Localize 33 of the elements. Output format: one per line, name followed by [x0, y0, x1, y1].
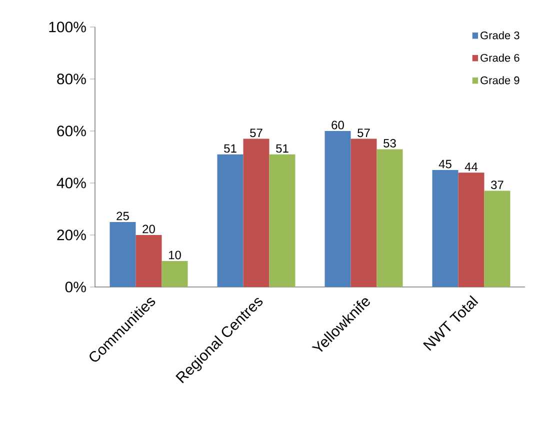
- data-label: 45: [438, 160, 452, 168]
- bar: [324, 130, 351, 287]
- y-tick-label: 80%: [57, 74, 86, 84]
- bar: [458, 172, 484, 287]
- bar: [269, 154, 296, 287]
- data-label: 37: [491, 180, 504, 190]
- data-label: 53: [384, 139, 396, 148]
- data-label: 20: [142, 224, 155, 234]
- bar: [350, 138, 377, 287]
- y-tick-label: 100%: [49, 22, 86, 32]
- legend-label: Grade 3: [480, 31, 520, 40]
- bar: [136, 234, 162, 287]
- data-label: 57: [358, 128, 370, 138]
- data-label: 25: [116, 212, 129, 220]
- y-tick-label: 40%: [56, 178, 86, 188]
- data-label: 57: [250, 128, 262, 138]
- bar: [376, 149, 403, 287]
- bar: [243, 138, 270, 287]
- bar: [162, 260, 188, 287]
- bar: [484, 190, 510, 287]
- legend-label: Grade 9: [480, 76, 520, 84]
- bar: [110, 222, 136, 287]
- y-tick-label: 60%: [57, 126, 86, 136]
- data-label: 44: [464, 162, 478, 171]
- data-label: 51: [224, 144, 236, 153]
- bar: [432, 170, 458, 287]
- bar: [217, 154, 244, 287]
- data-label: 51: [276, 144, 288, 153]
- data-label: 10: [168, 250, 181, 260]
- legend-label: Grade 6: [480, 54, 520, 62]
- data-label: 60: [332, 120, 344, 130]
- y-tick-label: 0%: [65, 282, 86, 292]
- y-tick-label: 20%: [57, 230, 86, 240]
